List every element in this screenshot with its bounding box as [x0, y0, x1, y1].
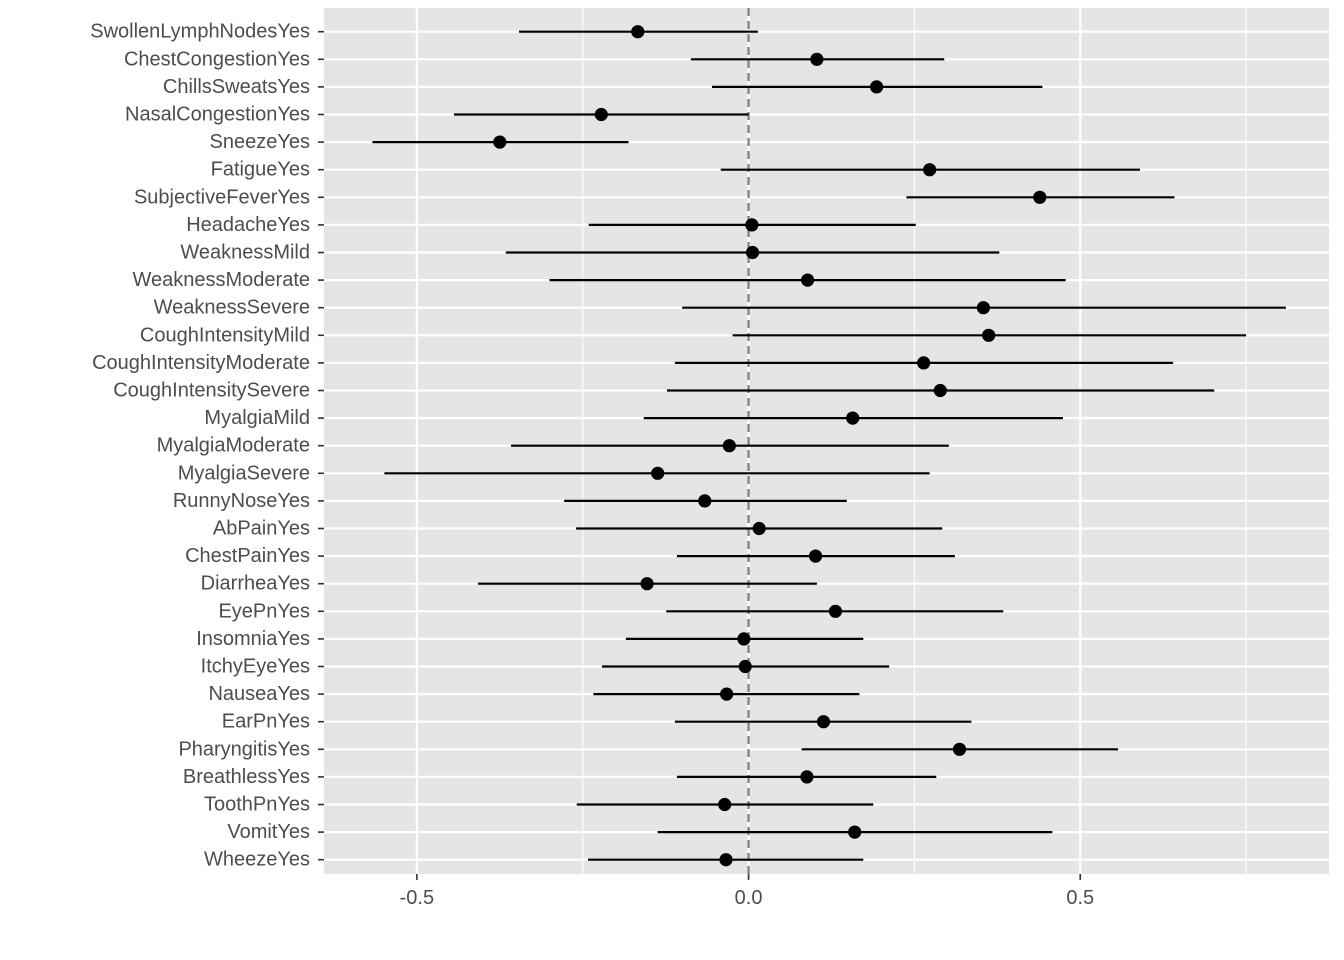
estimate-point: [816, 715, 831, 729]
y-tick-label: CoughIntensitySevere: [113, 380, 310, 402]
y-tick-label: SwollenLymphNodesYes: [90, 21, 310, 43]
y-tick-label: WeaknessSevere: [154, 297, 310, 319]
y-tick-label: PharyngitisYes: [178, 738, 310, 760]
estimate-point: [846, 411, 860, 425]
y-tick-label: EarPnYes: [222, 711, 310, 733]
estimate-point: [952, 742, 967, 756]
y-tick-label: VomitYes: [227, 821, 310, 843]
estimate-points: [493, 25, 1047, 867]
estimate-point: [738, 659, 752, 674]
y-tick-label: ChestCongestionYes: [124, 48, 310, 70]
estimate-point: [1033, 190, 1047, 204]
estimate-point: [869, 80, 884, 94]
estimate-point: [651, 466, 665, 480]
estimate-point: [640, 577, 654, 591]
y-tick-label: ItchyEyeYes: [201, 656, 310, 678]
x-tick-label: 0.5: [1066, 887, 1094, 909]
y-tick-label: MyalgiaModerate: [157, 435, 310, 457]
estimate-point: [982, 328, 996, 342]
y-tick-label: SubjectiveFeverYes: [134, 186, 310, 208]
estimate-point: [745, 245, 760, 260]
x-axis: -0.5 0.0 0.5: [400, 874, 1094, 909]
estimate-point: [923, 163, 937, 177]
y-tick-label: DiarrheaYes: [201, 573, 310, 595]
y-tick-label: MyalgiaMild: [204, 407, 310, 429]
estimate-point: [720, 687, 734, 701]
estimate-point: [722, 439, 736, 453]
y-tick-label: BreathlessYes: [183, 766, 310, 788]
estimate-point: [752, 521, 766, 536]
y-tick-label: CoughIntensityModerate: [92, 352, 310, 374]
x-tick-label: -0.5: [400, 887, 434, 909]
y-tick-label: AbPainYes: [213, 518, 310, 540]
y-tick-label: RunnyNoseYes: [173, 490, 310, 512]
y-tick-label: SneezeYes: [210, 131, 310, 153]
x-tick-label: 0.0: [735, 887, 763, 909]
estimate-point: [933, 383, 947, 398]
y-tick-label: NasalCongestionYes: [125, 104, 310, 126]
y-tick-label: MyalgiaSevere: [178, 462, 310, 484]
estimate-point: [800, 273, 815, 287]
estimate-point: [737, 632, 751, 646]
grid-minor-lines: [582, 8, 1247, 874]
estimate-point: [594, 107, 608, 122]
y-tick-label: NauseaYes: [208, 683, 310, 705]
y-tick-label: WheezeYes: [204, 849, 310, 871]
y-tick-label: ChestPainYes: [185, 545, 310, 567]
y-tick-label: ToothPnYes: [204, 794, 310, 816]
estimate-point: [698, 494, 712, 508]
estimate-point: [631, 25, 645, 39]
y-tick-label: InsomniaYes: [196, 628, 310, 650]
estimate-point: [718, 797, 732, 812]
y-tick-label: EyePnYes: [218, 600, 310, 622]
y-axis: SwollenLymphNodesYes ChestCongestionYes Ch…: [90, 21, 324, 871]
y-tick-label: WeaknessModerate: [133, 269, 311, 291]
y-tick-label: HeadacheYes: [186, 214, 310, 236]
estimate-point: [745, 218, 759, 232]
estimate-point: [493, 135, 507, 149]
estimate-point: [917, 356, 931, 370]
estimate-point: [828, 604, 843, 618]
y-tick-label: FatigueYes: [211, 159, 310, 181]
estimate-point: [800, 770, 814, 784]
estimate-point: [719, 853, 733, 867]
y-tick-label: ChillsSweatsYes: [163, 76, 310, 98]
estimate-point: [808, 549, 823, 563]
estimate-point: [976, 301, 990, 315]
y-tick-label: CoughIntensityMild: [140, 324, 310, 346]
plot-panel: [324, 8, 1329, 874]
estimate-point: [810, 52, 824, 66]
y-tick-label: WeaknessMild: [180, 242, 310, 264]
estimate-point: [848, 825, 862, 839]
